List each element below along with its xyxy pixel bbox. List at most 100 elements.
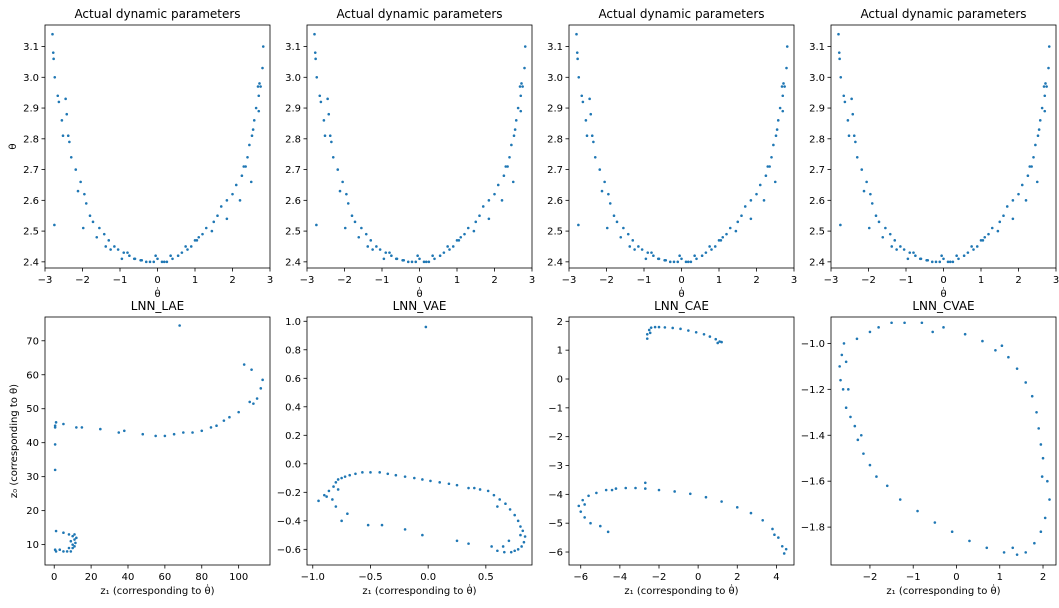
y-tick-label: 10 [26, 540, 39, 551]
data-point [717, 239, 721, 242]
data-point [875, 475, 878, 478]
x-tick-label: −4 [612, 572, 627, 583]
x-tick-label: 1 [716, 275, 722, 286]
data-point [252, 119, 256, 122]
data-point [702, 333, 706, 336]
data-point [249, 180, 253, 184]
data-point [57, 100, 61, 104]
data-point [687, 329, 690, 332]
x-tick-label: 60 [159, 572, 172, 583]
data-point [496, 549, 499, 553]
data-point [200, 429, 204, 433]
y-tick-label: 2.4 [285, 257, 301, 268]
data-point [61, 134, 65, 138]
data-point [330, 140, 333, 144]
data-point [438, 254, 442, 257]
data-point [323, 134, 327, 138]
y-tick-label: 0.4 [285, 402, 301, 413]
chart-title: Actual dynamic parameters [74, 7, 240, 21]
data-point [519, 94, 523, 98]
y-tick-label: 3.1 [547, 42, 563, 53]
chart-title: LNN_VAE [393, 299, 447, 313]
data-point [66, 134, 70, 138]
x-tick-label: 2 [1015, 275, 1021, 286]
y-tick-label: 2.8 [285, 134, 301, 145]
data-point [676, 260, 680, 264]
data-point [371, 248, 374, 251]
data-point [975, 245, 979, 248]
data-point [1047, 66, 1050, 70]
data-point [327, 489, 331, 493]
plot-frame [44, 316, 271, 566]
data-point [948, 260, 952, 264]
data-point [510, 143, 513, 147]
data-point [718, 340, 721, 343]
data-point [1043, 94, 1047, 98]
y-tick-label: 2.9 [809, 104, 825, 115]
subplot-8: −2 −1 0 1 2 −1.8 −1.6 −1.4 −1.2 −1.0 LNN_CVAE z₁ (c… [801, 299, 1057, 597]
x-tick-label: 100 [229, 572, 248, 583]
data-point [361, 471, 364, 474]
data-point [854, 140, 857, 144]
y-tick-label: −4 [548, 490, 563, 501]
data-point [1017, 192, 1020, 196]
data-point [331, 498, 334, 501]
y-tick-label: 3.0 [23, 73, 39, 84]
data-point [728, 226, 732, 230]
chart-title: LNN_CVAE [912, 299, 974, 313]
data-point [225, 199, 229, 202]
data-point [522, 540, 526, 544]
data-point [628, 245, 632, 248]
y-tick-label: 2.7 [809, 165, 825, 176]
data-point [1039, 443, 1043, 446]
y-tick-label: 50 [26, 404, 39, 415]
x-tick-label: 0 [940, 275, 946, 286]
data-point [938, 260, 942, 264]
data-point [332, 485, 335, 488]
data-point [955, 254, 958, 257]
data-point [764, 174, 768, 178]
data-point [519, 533, 522, 537]
data-point [394, 473, 398, 477]
data-point [926, 259, 930, 262]
data-point [867, 226, 871, 230]
data-point [132, 257, 136, 261]
y-tick-label: 20 [26, 506, 39, 517]
data-point [898, 498, 902, 501]
data-point [853, 424, 857, 428]
x-tick-label: 0 [695, 572, 701, 583]
data-point [1037, 427, 1040, 430]
data-point [414, 260, 418, 264]
data-point [668, 260, 672, 264]
data-point [950, 530, 954, 533]
data-point [700, 254, 704, 257]
data-point [323, 493, 326, 497]
data-point [1043, 516, 1047, 520]
data-point [940, 254, 943, 257]
data-point [186, 248, 189, 251]
data-point [1037, 128, 1041, 131]
data-point [981, 339, 984, 343]
data-point [595, 491, 598, 495]
x-tick-label: 1 [978, 275, 984, 286]
data-point [238, 199, 242, 202]
data-point [53, 426, 57, 429]
data-point [645, 337, 649, 340]
data-point [508, 508, 512, 511]
data-point [716, 341, 719, 345]
y-tick-label: 2.9 [23, 104, 39, 115]
data-point [893, 239, 897, 242]
x-axis-label: θ̇ [154, 286, 160, 300]
data-point [1000, 344, 1004, 348]
data-point [406, 260, 410, 264]
data-point [721, 235, 725, 239]
data-point [457, 239, 461, 242]
data-point [231, 192, 234, 196]
data-point [176, 254, 180, 257]
x-tick-label: 0 [416, 275, 422, 286]
data-point [95, 235, 99, 239]
data-point [606, 530, 610, 534]
data-point [598, 168, 602, 171]
data-point [467, 486, 470, 490]
data-point [583, 516, 586, 519]
